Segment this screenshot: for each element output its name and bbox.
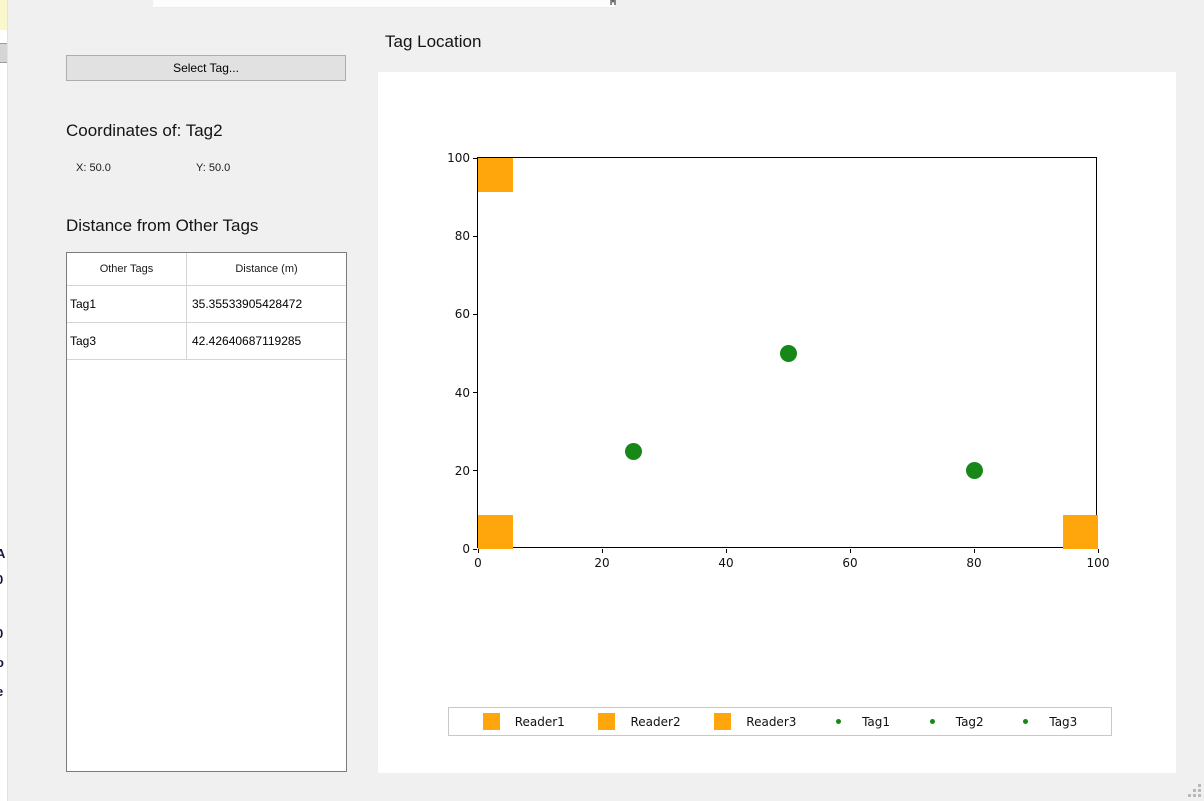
tag1-marker [624,442,642,460]
coordinates-heading: Coordinates of: Tag2 [66,121,223,140]
distance-table-body: Tag1 35.35533905428472 Tag3 42.426406871192… [67,286,346,360]
x-axis-tick-label: 40 [718,556,734,570]
table-row[interactable]: Tag3 42.42640687119285 [67,323,346,360]
x-axis-tick [849,549,851,553]
square-swatch-icon [598,713,616,730]
x-axis-tick [1097,549,1099,553]
legend-entry-tag2: Tag2 [924,713,984,730]
x-axis-tick [601,549,603,553]
legend-entry-tag1: Tag1 [830,713,890,730]
column-header-other-tags: Other Tags [67,253,187,285]
dot-swatch-icon [836,719,842,724]
reader1-marker [478,158,513,192]
background-window-left-edge: A 0 I 0 oe [0,0,8,801]
legend-dot-swatch [1017,713,1034,730]
background-window-yellow-block [0,0,7,30]
legend-entry-reader1: Reader1 [482,713,565,730]
reader3-marker [1063,515,1098,549]
window-resize-grip[interactable] [1188,784,1191,787]
legend-entry-reader2: Reader2 [598,713,681,730]
table-cell-distance: 42.42640687119285 [192,334,302,348]
tag3-marker [965,462,983,480]
reader2-marker [478,515,513,549]
dot-swatch-icon [1023,719,1029,724]
legend-dot-swatch [830,713,847,730]
legend-label: Reader2 [630,714,681,729]
y-axis-tick [473,548,477,550]
distance-table: Other Tags Distance (m) Tag1 35.355339054… [66,252,347,772]
dot-swatch-icon [929,719,935,724]
y-axis-tick [473,470,477,472]
column-header-distance: Distance (m) [235,263,298,275]
legend-label: Reader3 [746,714,797,729]
distance-heading: Distance from Other Tags [66,216,259,235]
x-axis-tick [725,549,727,553]
table-cell-tag: Tag3 [67,323,187,359]
chart-title: Tag Location [385,32,482,51]
coordinate-x-value: X: 50.0 [76,162,111,174]
background-window-text-fragment: 0 [0,572,7,587]
x-axis-tick [477,549,479,553]
table-cell-distance: 35.35533905428472 [192,297,303,311]
y-axis-tick [473,313,477,315]
legend-entry-reader3: Reader3 [714,713,796,730]
y-axis-tick-label: 20 [454,463,470,478]
chart-legend: Reader1 Reader2 Reader3 Tag1 Tag2 Tag3 [448,707,1112,736]
coordinate-y-value: Y: 50.0 [196,162,231,174]
x-axis-tick-label: 80 [966,556,982,570]
legend-label: Tag3 [1049,714,1078,729]
y-axis-tick [473,392,477,394]
legend-square-swatch [598,713,616,730]
y-axis-tick-label: 60 [454,307,470,322]
background-window-text-fragment: e [0,684,7,699]
x-axis-tick-label: 100 [1086,556,1110,570]
x-axis-tick [973,549,975,553]
background-window-top-edge [153,0,615,8]
background-window-text-fragment: A [0,546,7,561]
legend-label: Reader1 [514,714,565,729]
distance-table-header: Other Tags Distance (m) [67,253,346,286]
legend-dot-swatch [924,713,941,730]
background-window-mini-button [0,43,7,63]
table-cell-tag: Tag1 [67,286,187,322]
x-axis-tick-label: 60 [842,556,858,570]
select-tag-button[interactable]: Select Tag... [66,55,346,81]
y-axis-tick-label: 80 [454,229,470,244]
tag2-marker [779,345,797,362]
y-axis-tick-label: 40 [454,385,470,400]
background-window-text-fragment: o [0,655,7,670]
background-window-text-fragment: 0 [0,626,7,641]
y-axis-tick-label: 0 [462,542,470,556]
legend-entry-tag3: Tag3 [1017,713,1077,730]
background-window-text-fragment: I [0,599,7,614]
x-axis-tick-label: 20 [594,556,610,570]
chart-panel: 0 20 40 60 80 100 0 20 40 60 80 100 Reader1 Reader2 R… [378,72,1176,773]
y-axis-tick [473,157,477,159]
legend-label: Tag2 [955,714,984,729]
square-swatch-icon [482,713,500,730]
y-axis-tick-label: 100 [447,151,470,165]
y-axis-tick [473,235,477,237]
legend-square-swatch [714,713,732,730]
legend-label: Tag1 [862,714,891,729]
square-swatch-icon [714,713,732,730]
plot-area: 0 20 40 60 80 100 0 20 40 60 80 100 [447,151,1109,570]
x-axis-tick-label: 0 [474,556,482,570]
table-row[interactable]: Tag1 35.35533905428472 [67,286,346,323]
background-window-top-glyph: M [610,0,617,8]
legend-square-swatch [482,713,500,730]
